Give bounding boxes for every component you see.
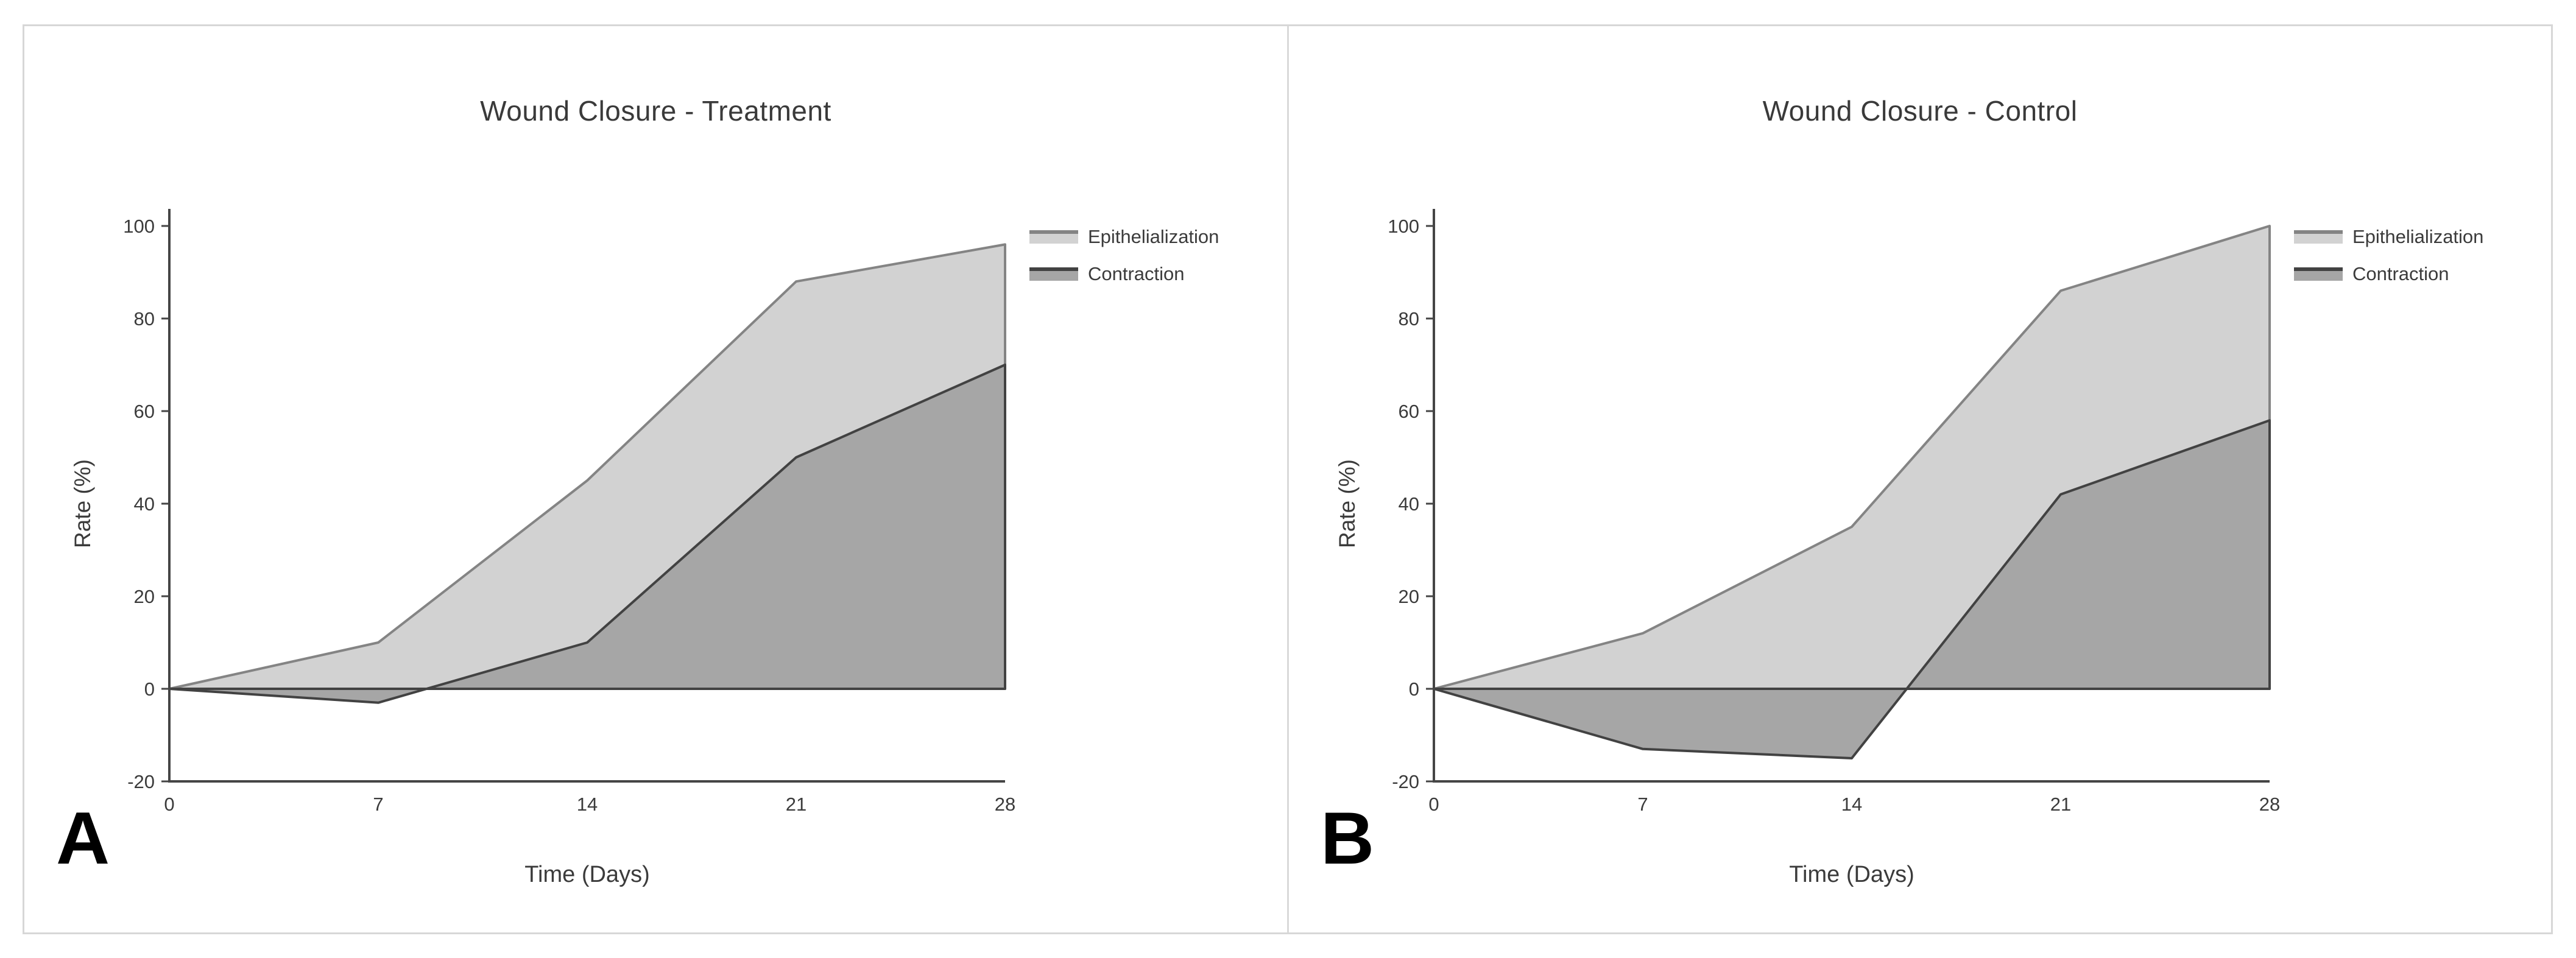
svg-text:100: 100 bbox=[123, 216, 155, 237]
legend-item-contraction: Contraction bbox=[2294, 263, 2483, 285]
legend: Epithelialization Contraction bbox=[1029, 226, 1219, 285]
swatch-fill bbox=[1029, 234, 1078, 244]
panel-divider bbox=[1287, 26, 1289, 932]
swatch-line bbox=[2294, 267, 2343, 271]
svg-text:40: 40 bbox=[134, 493, 155, 515]
svg-text:20: 20 bbox=[1399, 586, 1419, 607]
swatch-line bbox=[1029, 230, 1078, 234]
svg-text:0: 0 bbox=[1428, 794, 1439, 815]
svg-text:7: 7 bbox=[373, 794, 383, 815]
swatch-fill bbox=[1029, 271, 1078, 281]
svg-text:-20: -20 bbox=[1392, 771, 1419, 792]
svg-text:14: 14 bbox=[1841, 794, 1862, 815]
panel-treatment: -20 0 20 40 60 80 100 0 7 14 21 28 Wound Closure - … bbox=[24, 26, 1287, 932]
legend-item-epithelialization: Epithelialization bbox=[2294, 226, 2483, 248]
y-axis-title: Rate (%) bbox=[70, 459, 95, 548]
svg-text:100: 100 bbox=[1388, 216, 1419, 237]
svg-text:28: 28 bbox=[995, 794, 1015, 815]
svg-text:80: 80 bbox=[1399, 308, 1419, 329]
contraction-swatch-icon bbox=[1029, 267, 1078, 281]
chart-title: Wound Closure - Treatment bbox=[480, 95, 831, 127]
x-axis-title: Time (Days) bbox=[524, 862, 650, 887]
swatch-fill bbox=[2294, 271, 2343, 281]
panel-letter-a: A bbox=[56, 797, 110, 879]
legend-label: Contraction bbox=[1088, 263, 1185, 284]
svg-text:60: 60 bbox=[1399, 401, 1419, 422]
area-chart-control: -20 0 20 40 60 80 100 0 7 14 21 28 bbox=[1388, 209, 2280, 815]
panel-control: -20 0 20 40 60 80 100 0 7 14 21 28 Wound Closure - … bbox=[1289, 26, 2551, 932]
svg-text:40: 40 bbox=[1399, 493, 1419, 515]
legend-label: Epithelialization bbox=[1088, 226, 1219, 247]
epithelialization-swatch-icon bbox=[1029, 230, 1078, 244]
svg-text:60: 60 bbox=[134, 401, 155, 422]
svg-text:14: 14 bbox=[577, 794, 598, 815]
epithelialization-swatch-icon bbox=[2294, 230, 2343, 244]
svg-text:21: 21 bbox=[2050, 794, 2071, 815]
svg-text:80: 80 bbox=[134, 308, 155, 329]
swatch-fill bbox=[2294, 234, 2343, 244]
contraction-swatch-icon bbox=[2294, 267, 2343, 281]
legend-item-contraction: Contraction bbox=[1029, 263, 1219, 285]
area-chart-treatment: -20 0 20 40 60 80 100 0 7 14 21 28 bbox=[123, 209, 1015, 815]
y-axis-title: Rate (%) bbox=[1335, 459, 1360, 548]
legend-label: Contraction bbox=[2352, 263, 2449, 284]
panel-letter-b: B bbox=[1321, 797, 1375, 879]
svg-text:0: 0 bbox=[144, 678, 155, 700]
figure-card: -20 0 20 40 60 80 100 0 7 14 21 28 Wound Closure - … bbox=[23, 24, 2553, 934]
svg-text:-20: -20 bbox=[127, 771, 155, 792]
legend: Epithelialization Contraction bbox=[2294, 226, 2483, 285]
svg-text:0: 0 bbox=[1409, 678, 1419, 700]
chart-title: Wound Closure - Control bbox=[1762, 95, 2078, 127]
svg-text:20: 20 bbox=[134, 586, 155, 607]
swatch-line bbox=[2294, 230, 2343, 234]
x-axis-title: Time (Days) bbox=[1789, 862, 1914, 887]
svg-text:7: 7 bbox=[1637, 794, 1648, 815]
svg-text:21: 21 bbox=[786, 794, 806, 815]
legend-item-epithelialization: Epithelialization bbox=[1029, 226, 1219, 248]
swatch-line bbox=[1029, 267, 1078, 271]
svg-text:28: 28 bbox=[2259, 794, 2280, 815]
legend-label: Epithelialization bbox=[2352, 226, 2484, 247]
svg-text:0: 0 bbox=[164, 794, 174, 815]
